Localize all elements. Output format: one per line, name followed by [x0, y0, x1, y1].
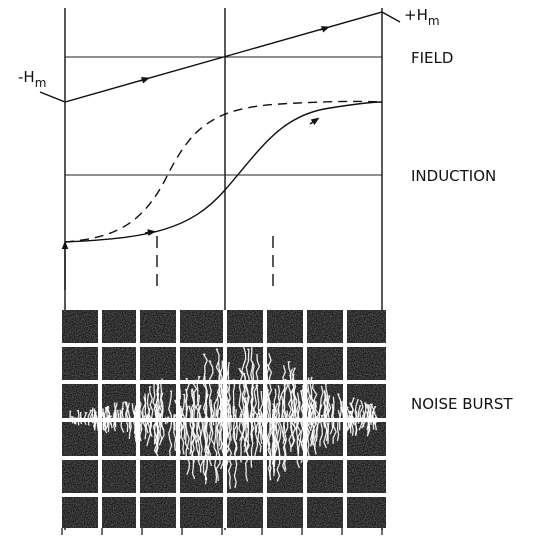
negative-limit: -Hm [18, 68, 46, 90]
induction-rising [65, 102, 382, 242]
induction-falling [65, 101, 382, 242]
arrow [145, 232, 152, 233]
noise-stroke [129, 417, 130, 429]
noise-screen [62, 310, 386, 535]
arrow [320, 28, 326, 30]
trace-label: FIELD [411, 49, 453, 67]
noise-stroke [88, 420, 89, 426]
arrow [310, 120, 316, 124]
trace-label: INDUCTION [411, 167, 496, 185]
diagram: +Hm -Hm FIELD INDUCTION NOISE BURST [0, 0, 547, 538]
trace-label: NOISE BURST [411, 395, 513, 413]
arrow [140, 79, 146, 81]
noise-stroke [371, 419, 372, 425]
noise-stroke [165, 418, 166, 424]
positive-limit: +Hm [404, 6, 440, 28]
